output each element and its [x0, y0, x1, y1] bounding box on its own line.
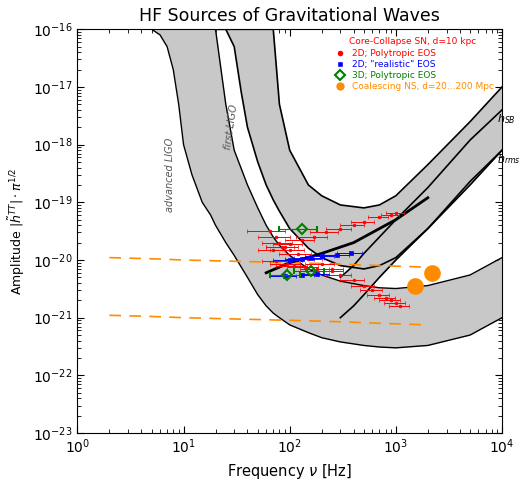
Y-axis label: Amplitude $|\tilde{h}^{TT}| \cdot \pi^{1/2}$: Amplitude $|\tilde{h}^{TT}| \cdot \pi^{1…: [7, 167, 27, 295]
Legend: 2D; Polytropic EOS, 2D; "realistic" EOS, 3D; Polytropic EOS, Coalescing NS, d=20: 2D; Polytropic EOS, 2D; "realistic" EOS,…: [327, 34, 497, 95]
Text: advanced LIGO: advanced LIGO: [165, 138, 175, 212]
Text: $h_{rms}$: $h_{rms}$: [497, 152, 521, 166]
Title: HF Sources of Gravitational Waves: HF Sources of Gravitational Waves: [139, 7, 440, 25]
Text: $h_{SB}$: $h_{SB}$: [497, 112, 516, 126]
Text: first LIGO: first LIGO: [223, 104, 239, 151]
X-axis label: Frequency $\nu$ [Hz]: Frequency $\nu$ [Hz]: [228, 462, 352, 481]
